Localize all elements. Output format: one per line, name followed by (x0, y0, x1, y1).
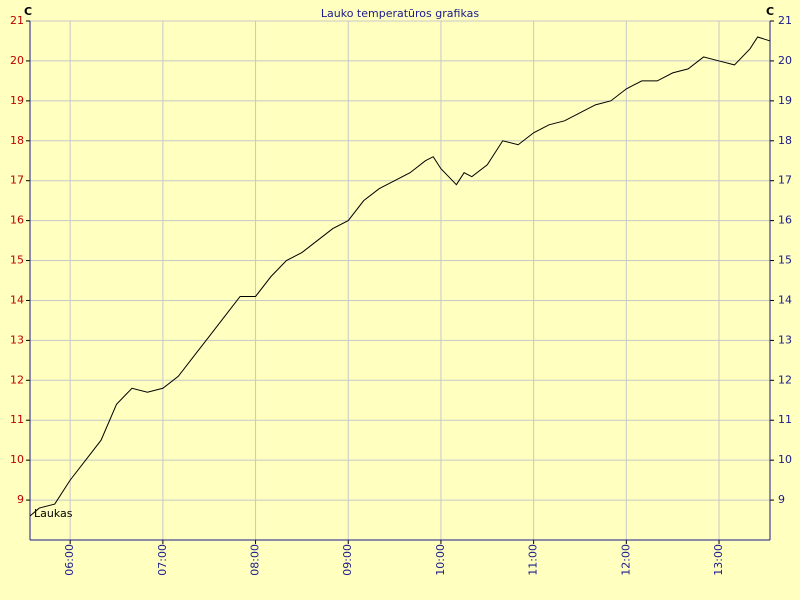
y2-tick-label: 9 (778, 493, 785, 506)
y-tick-label: 16 (10, 214, 24, 227)
y2-tick-label: 17 (778, 174, 792, 187)
y2-tick-label: 14 (778, 293, 792, 306)
legend-label: Laukas (34, 507, 73, 520)
y2-tick-label: 15 (778, 254, 792, 267)
y-tick-label: 17 (10, 174, 24, 187)
x-tick-label: 09:00 (341, 544, 354, 576)
x-tick-label: 13:00 (712, 544, 725, 576)
x-tick-label: 07:00 (156, 544, 169, 576)
chart-title: Lauko temperatūros grafikas (321, 7, 479, 20)
x-tick-label: 08:00 (249, 544, 262, 576)
y2-tick-label: 21 (778, 14, 792, 27)
y-tick-label: 12 (10, 373, 24, 386)
y2-tick-label: 18 (778, 134, 792, 147)
y2-tick-label: 19 (778, 94, 792, 107)
y-tick-label: 13 (10, 333, 24, 346)
y2-axis-label: C (766, 5, 774, 18)
y-tick-label: 19 (10, 94, 24, 107)
y2-tick-label: 13 (778, 333, 792, 346)
x-tick-label: 06:00 (63, 544, 76, 576)
y-tick-label: 21 (10, 14, 24, 27)
y-axis-label: C (24, 5, 32, 18)
y-tick-label: 11 (10, 413, 24, 426)
y-tick-label: 20 (10, 54, 24, 67)
y-tick-label: 10 (10, 453, 24, 466)
y2-tick-label: 16 (778, 214, 792, 227)
x-tick-label: 10:00 (434, 544, 447, 576)
y2-tick-label: 20 (778, 54, 792, 67)
y2-tick-label: 12 (778, 373, 792, 386)
y2-tick-label: 11 (778, 413, 792, 426)
y-tick-label: 14 (10, 293, 24, 306)
y2-tick-label: 10 (778, 453, 792, 466)
y-tick-label: 9 (17, 493, 24, 506)
x-tick-label: 11:00 (527, 544, 540, 576)
y-tick-label: 15 (10, 254, 24, 267)
x-tick-label: 12:00 (619, 544, 632, 576)
y-tick-label: 18 (10, 134, 24, 147)
series-line (29, 36, 771, 517)
